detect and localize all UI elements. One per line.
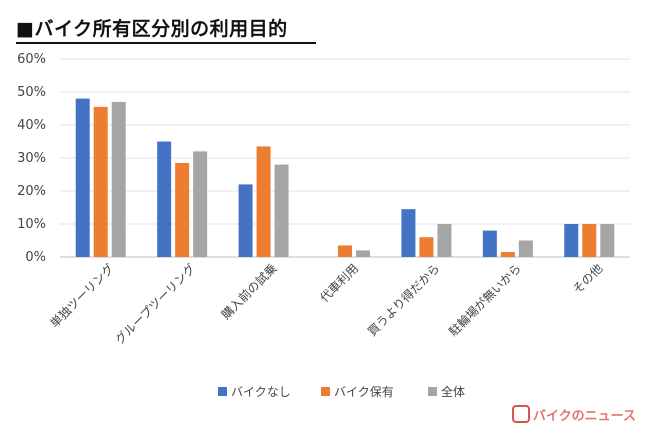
bar (157, 141, 172, 257)
brand-logo: バイクのニュース (511, 403, 636, 425)
bar (518, 240, 533, 257)
bar (238, 184, 253, 257)
category-label: 単独ツーリング (48, 261, 117, 330)
y-tick-label: 40% (17, 118, 46, 133)
bar (256, 146, 271, 257)
y-tick-label: 60% (17, 52, 46, 67)
category-label: 代車利用 (317, 261, 361, 305)
legend-label: バイクなし (231, 385, 291, 399)
bar (356, 250, 370, 257)
category-label: 駐輪場が無いから (445, 261, 523, 339)
bar (419, 237, 434, 257)
bar (175, 162, 190, 257)
title-underline (16, 42, 316, 44)
y-tick-label: 10% (17, 217, 46, 232)
legend-label: バイク保有 (334, 385, 394, 399)
bar (75, 98, 90, 257)
chart-title: ■バイク所有区分別の利用目的 (16, 18, 288, 40)
bar (600, 224, 615, 257)
bar (111, 101, 126, 258)
category-label: その他 (570, 261, 605, 296)
bar (482, 230, 497, 257)
bar (437, 224, 452, 257)
bar (564, 224, 579, 257)
bar (274, 164, 289, 257)
y-tick-label: 0% (25, 250, 46, 265)
brand-text: バイクのニュース (532, 408, 636, 424)
bar (193, 151, 208, 257)
legend-swatch (218, 387, 227, 396)
category-label: 買うより得だから (364, 261, 442, 339)
bar (500, 252, 515, 257)
bar (338, 245, 352, 257)
legend-swatch (321, 387, 330, 396)
bar (93, 106, 108, 257)
y-tick-label: 50% (17, 85, 46, 100)
brand-mark-icon (511, 405, 530, 423)
legend-swatch (428, 387, 437, 396)
legend-label: 全体 (441, 384, 465, 399)
y-tick-label: 30% (17, 151, 46, 166)
bar (401, 209, 416, 257)
category-label: 購入前の試乗 (218, 261, 280, 323)
category-label: グループツーリング (113, 261, 199, 347)
bar (582, 224, 597, 257)
y-tick-label: 20% (17, 184, 46, 199)
